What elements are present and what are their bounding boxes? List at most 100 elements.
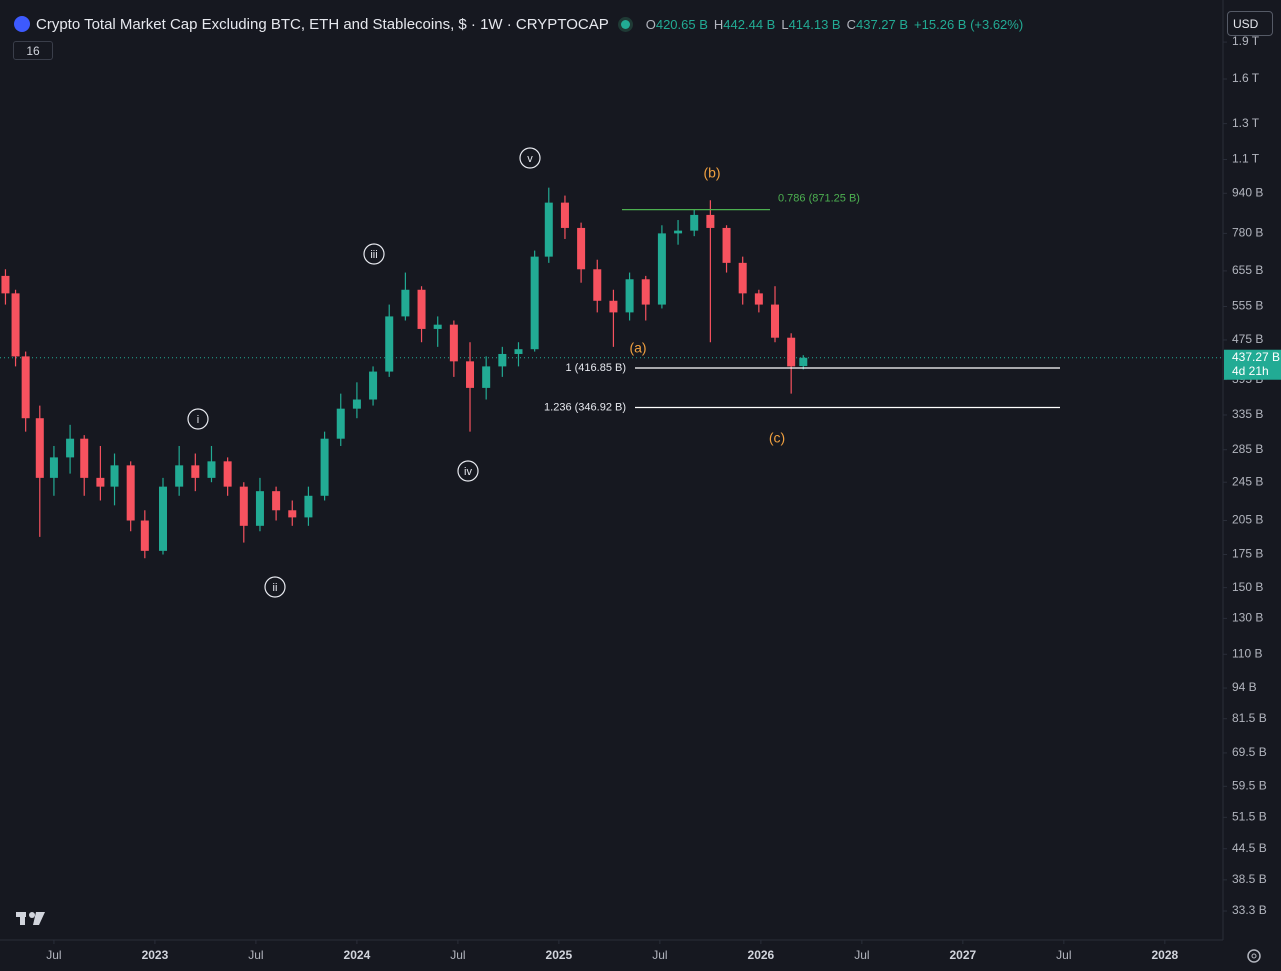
y-tick-label: 175 B bbox=[1232, 547, 1263, 561]
candle-body bbox=[140, 520, 149, 551]
header: Crypto Total Market Cap Excluding BTC, E… bbox=[14, 13, 1023, 35]
candle-body bbox=[304, 495, 313, 518]
wave-circle bbox=[457, 460, 479, 482]
candle-body bbox=[11, 293, 20, 357]
fib-label: 1 (416.85 B) bbox=[565, 362, 626, 374]
candle-body bbox=[207, 461, 216, 478]
candle-body bbox=[560, 202, 569, 228]
candle-body bbox=[738, 262, 747, 294]
plot-area: 0.786 (871.25 B) 1 (416.85 B) 1.236 (346.9… bbox=[0, 147, 1223, 598]
change: +15.26 B (+3.62%) bbox=[914, 16, 1024, 32]
wave-label: (c) bbox=[769, 430, 785, 446]
x-tick-label: Jul bbox=[450, 948, 465, 962]
candle-body bbox=[352, 399, 361, 409]
wave-label: i bbox=[197, 414, 199, 426]
candle-body bbox=[191, 465, 200, 478]
candle-body bbox=[35, 418, 44, 478]
ohlc-legend: O420.65 B H442.44 B L414.13 B C437.27 B bbox=[640, 16, 908, 33]
candle-body bbox=[336, 408, 345, 439]
y-tick-label: 1.3 T bbox=[1232, 116, 1260, 130]
candle-body bbox=[625, 279, 634, 313]
x-tick-label: Jul bbox=[652, 948, 667, 962]
candle-body bbox=[66, 438, 75, 458]
y-tick-label: 205 B bbox=[1232, 513, 1263, 527]
countdown: 4d 21h bbox=[1232, 364, 1269, 378]
candle-body bbox=[288, 510, 297, 518]
candle-body bbox=[80, 438, 89, 478]
x-tick-label: 2024 bbox=[344, 948, 371, 962]
y-tick-label: 59.5 B bbox=[1232, 778, 1267, 792]
y-tick-label: 1.6 T bbox=[1232, 71, 1260, 85]
candle-body bbox=[449, 324, 458, 362]
ohlc-key: O bbox=[645, 16, 656, 32]
y-tick-label: 285 B bbox=[1232, 442, 1263, 456]
candle-body bbox=[593, 269, 602, 301]
candle-body bbox=[722, 227, 731, 263]
y-tick-label: 245 B bbox=[1232, 474, 1263, 488]
candle-body bbox=[609, 300, 618, 313]
candle-body bbox=[514, 349, 523, 354]
y-tick-label: 1.1 T bbox=[1232, 152, 1260, 166]
candle-body bbox=[385, 316, 394, 372]
candle-body bbox=[577, 227, 586, 270]
y-tick-label: 150 B bbox=[1232, 580, 1263, 594]
price-box bbox=[1224, 349, 1281, 380]
wave-label: iii bbox=[370, 249, 377, 261]
candle-body bbox=[369, 371, 378, 400]
wave-circle bbox=[519, 147, 541, 169]
ohlc-value: 414.13 B bbox=[788, 16, 841, 32]
wave-label: ii bbox=[273, 582, 278, 594]
candle-body bbox=[754, 293, 763, 305]
wave-circle bbox=[363, 243, 385, 265]
candle-body bbox=[110, 465, 119, 487]
candle-body bbox=[544, 202, 553, 257]
y-tick-label: 110 B bbox=[1232, 646, 1262, 660]
x-tick-label: 2023 bbox=[142, 948, 169, 962]
logo bbox=[16, 912, 45, 925]
candle-body bbox=[706, 214, 715, 228]
y-tick-label: 655 B bbox=[1232, 263, 1263, 277]
wave-circle bbox=[187, 408, 209, 430]
candle-body bbox=[530, 256, 539, 350]
x-tick-label: 2025 bbox=[546, 948, 573, 962]
candle-body bbox=[1, 275, 10, 294]
candle-body bbox=[21, 356, 30, 419]
wave-label: (a) bbox=[629, 340, 646, 356]
candle-body bbox=[320, 438, 329, 496]
settings-icon[interactable] bbox=[1247, 949, 1261, 963]
currency-button[interactable]: USD bbox=[1227, 11, 1273, 36]
y-tick-label: 130 B bbox=[1232, 611, 1263, 625]
candle-body bbox=[498, 353, 507, 367]
wave-circle bbox=[264, 576, 286, 598]
y-tick-label: 51.5 B bbox=[1232, 810, 1267, 824]
y-tick-label: 475 B bbox=[1232, 332, 1263, 346]
title: Crypto Total Market Cap Excluding BTC, E… bbox=[36, 15, 609, 33]
x-tick-label: Jul bbox=[248, 948, 263, 962]
candle-body bbox=[239, 486, 248, 526]
status-dot bbox=[620, 19, 630, 29]
x-tick-label: 2028 bbox=[1151, 948, 1178, 962]
candle-body bbox=[690, 214, 699, 231]
x-tick-label: 2027 bbox=[950, 948, 977, 962]
wave-label: v bbox=[527, 153, 533, 165]
candle-body bbox=[641, 279, 650, 305]
fib-label: 0.786 (871.25 B) bbox=[778, 193, 860, 205]
ohlc-key: H bbox=[713, 16, 724, 32]
ohlc-value: 442.44 B bbox=[723, 16, 776, 32]
indicator-count[interactable]: 16 bbox=[13, 41, 53, 60]
fib-label: 1.236 (346.92 B) bbox=[544, 401, 626, 413]
y-tick-label: 335 B bbox=[1232, 407, 1263, 421]
x-tick-label: 2026 bbox=[748, 948, 775, 962]
y-tick-label: 940 B bbox=[1232, 185, 1263, 199]
y-tick-label: 780 B bbox=[1232, 226, 1263, 240]
symbol-icon bbox=[14, 16, 30, 32]
wave-label: iv bbox=[464, 466, 472, 478]
candle-body bbox=[674, 230, 683, 234]
candle-body bbox=[272, 491, 281, 511]
candle-body bbox=[787, 337, 796, 367]
candle-body bbox=[417, 289, 426, 329]
candle-body bbox=[482, 366, 491, 388]
candle-body bbox=[657, 233, 666, 305]
